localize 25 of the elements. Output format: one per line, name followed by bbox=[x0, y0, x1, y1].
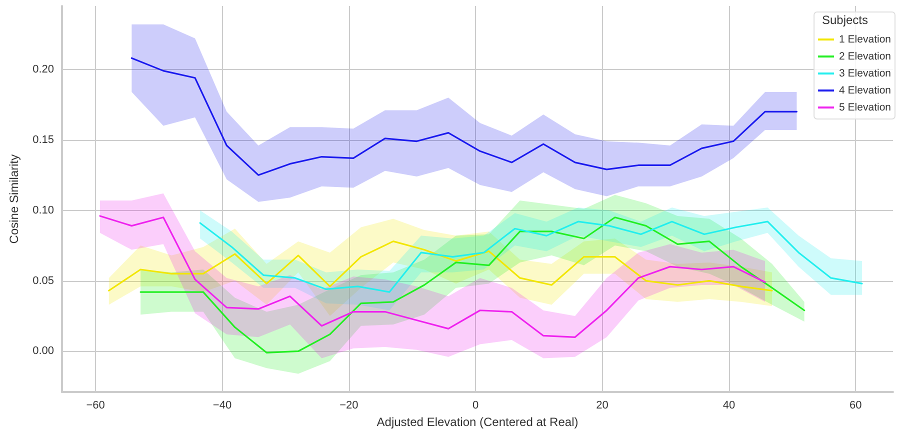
line-series bbox=[108, 240, 773, 292]
x-axis-title: Adjusted Elevation (Centered at Real) bbox=[376, 415, 578, 429]
line-series bbox=[199, 220, 863, 293]
legend-label: 5 Elevation bbox=[839, 102, 892, 114]
legend-label: 2 Elevation bbox=[839, 50, 892, 62]
legend-label: 4 Elevation bbox=[839, 84, 892, 96]
legend-title: Subjects bbox=[822, 13, 868, 27]
x-tick-label: −20 bbox=[340, 400, 358, 412]
x-tick-label: 60 bbox=[850, 400, 862, 412]
x-tick-label: −60 bbox=[86, 400, 105, 412]
y-tick-label: 0.15 bbox=[32, 134, 54, 146]
y-tick-label: 0.20 bbox=[32, 63, 54, 76]
y-tick-label: 0.00 bbox=[32, 345, 54, 358]
legend-label: 1 Elevation bbox=[839, 34, 892, 46]
y-axis-title: Cosine Similarity bbox=[7, 154, 21, 244]
y-tick-label: 0.05 bbox=[32, 274, 54, 287]
x-tick-label: −40 bbox=[212, 400, 232, 412]
x-tick-label: 40 bbox=[722, 400, 736, 412]
line-series bbox=[130, 57, 798, 176]
line-series bbox=[140, 216, 806, 354]
legend-label: 3 Elevation bbox=[839, 68, 892, 80]
x-tick-label: 20 bbox=[596, 400, 608, 412]
y-tick-label: 0.10 bbox=[32, 204, 54, 216]
x-tick-label: 0 bbox=[472, 400, 479, 412]
line-series bbox=[99, 215, 766, 338]
